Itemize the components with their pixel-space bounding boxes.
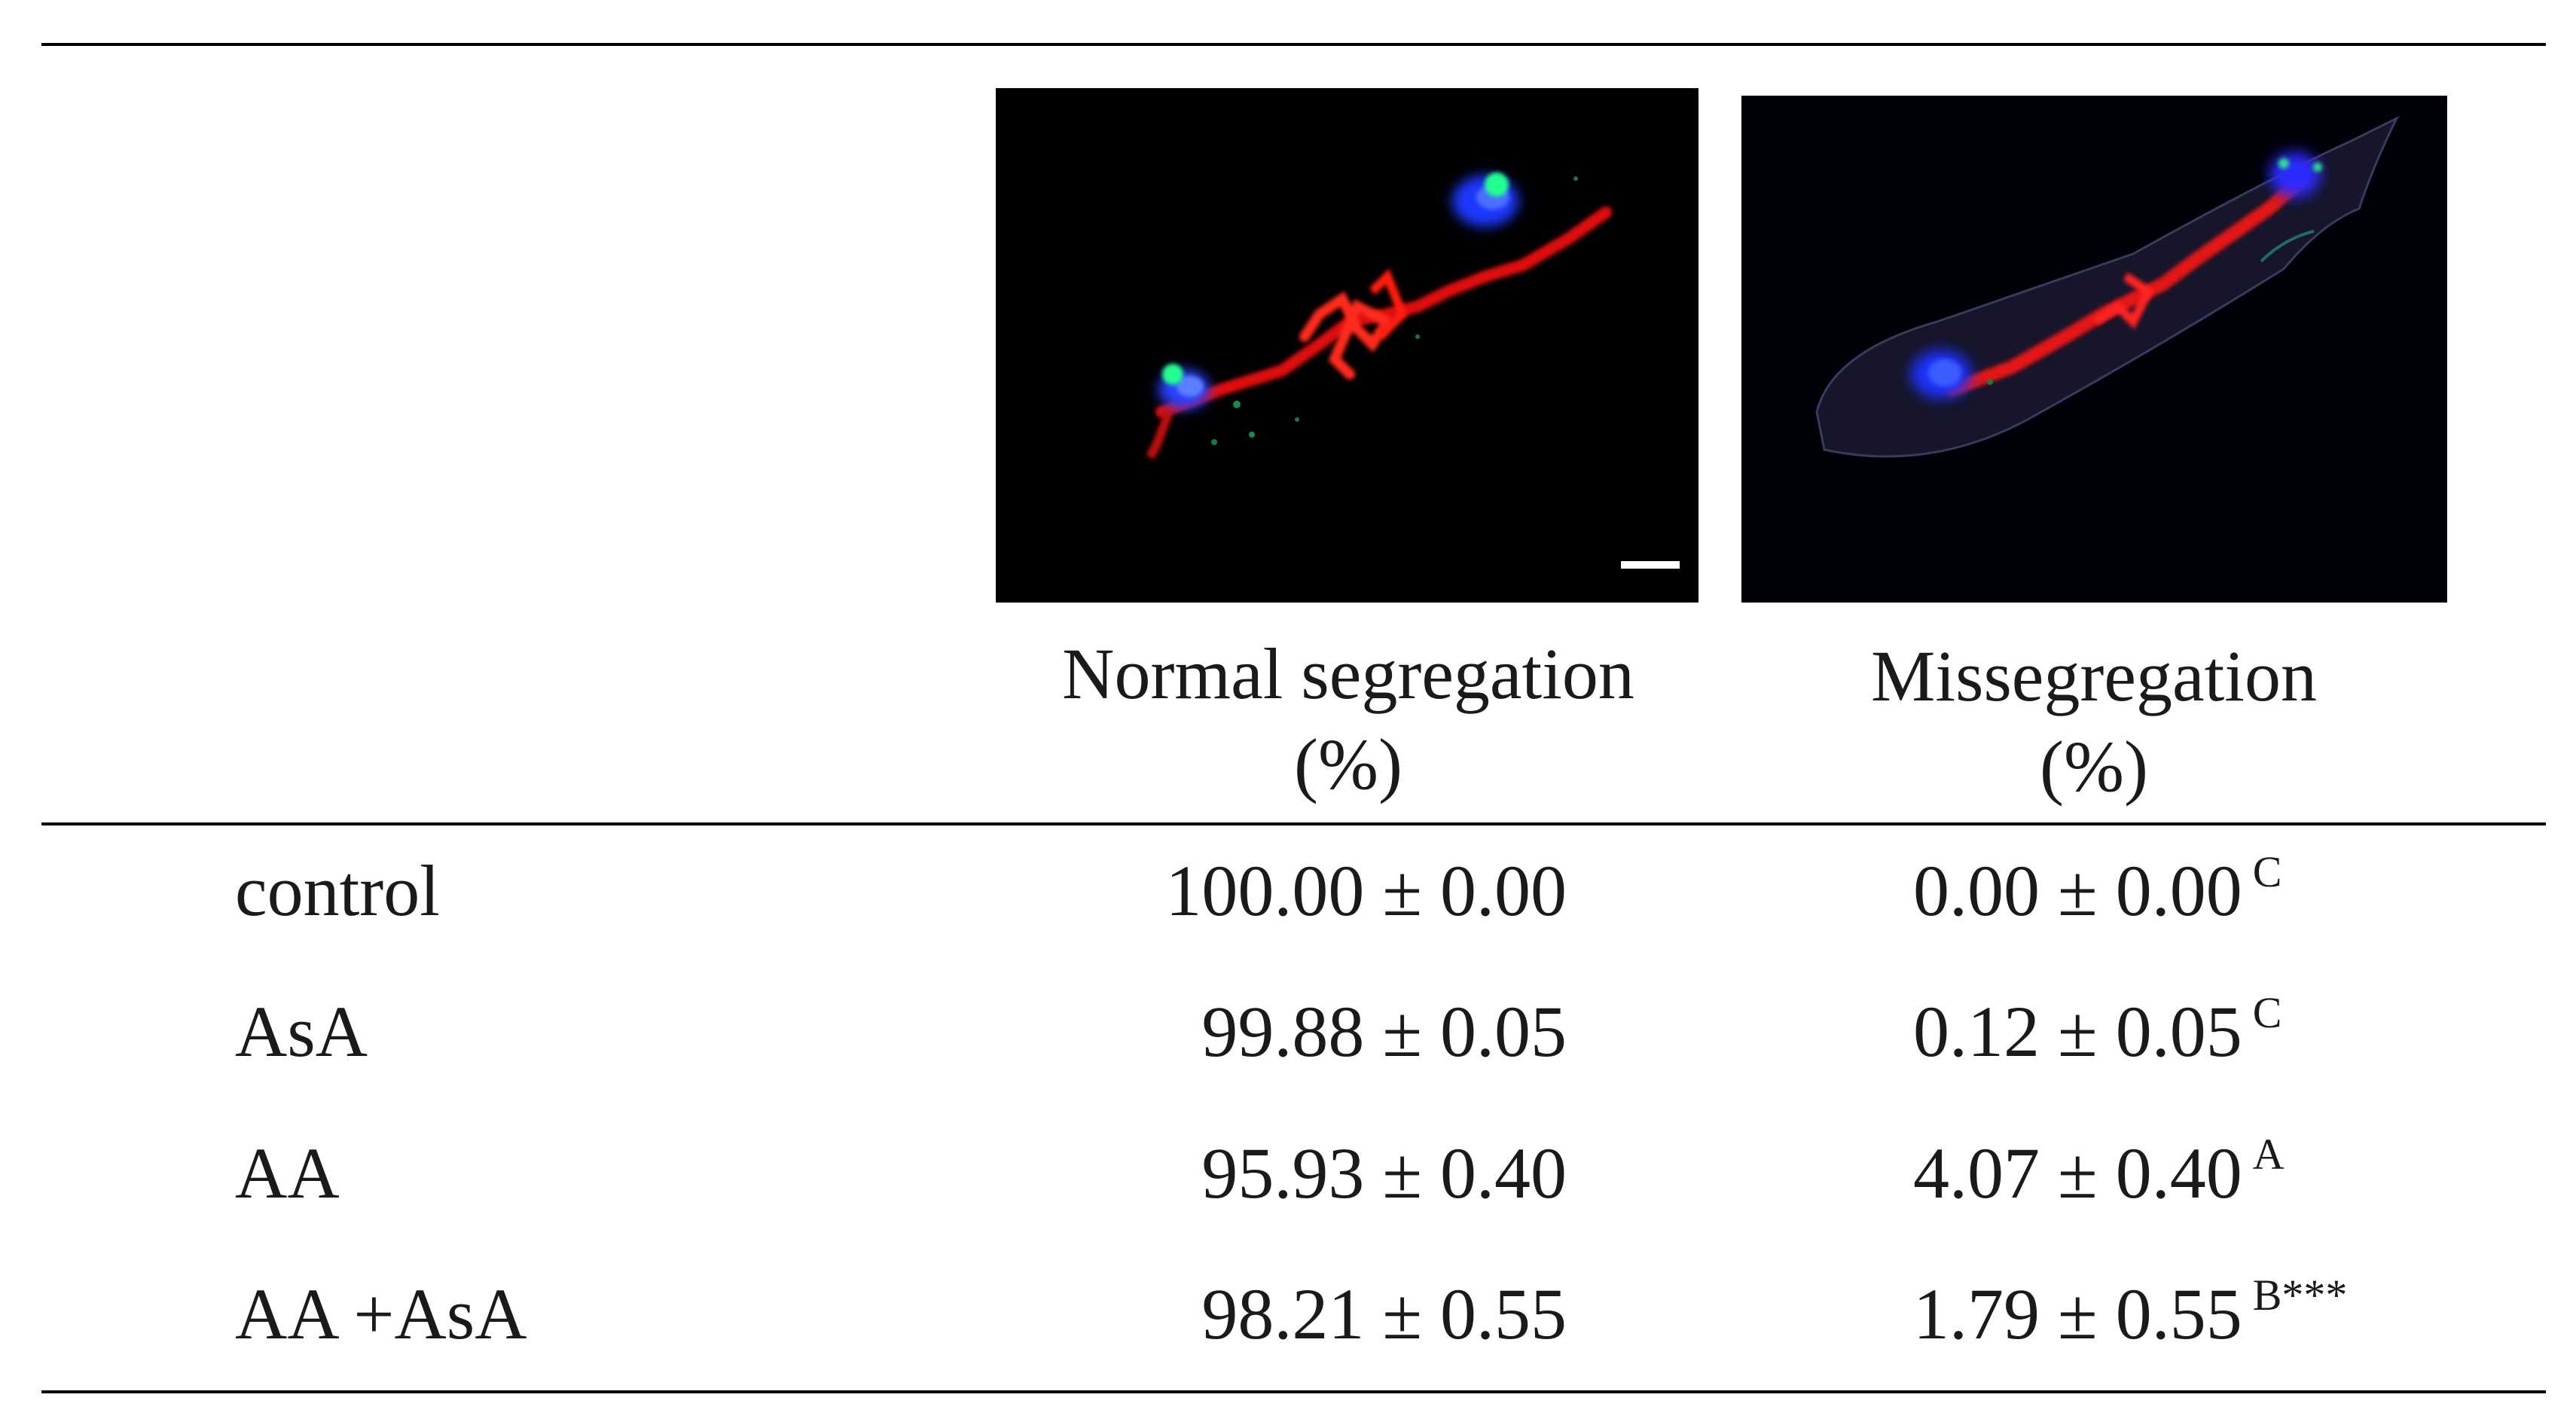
table-header-rule (41, 822, 2546, 825)
column-header-mis-unit: (%) (2040, 726, 2148, 807)
cell-mis-control-value: 0.00 ± 0.00 (1913, 850, 2242, 931)
row-label-aa-asa: AA +AsA (235, 1274, 527, 1354)
cell-mis-asa-letter: C (2252, 988, 2282, 1037)
cell-mis-control-letter: C (2252, 847, 2282, 896)
missegregation-image (1741, 96, 2447, 603)
column-header-normal-title: Normal segregation (1062, 633, 1634, 714)
column-header-missegregation: Missegregation (%) (1725, 631, 2463, 812)
column-header-normal-segregation: Normal segregation (%) (979, 629, 1717, 810)
table-top-rule (41, 43, 2546, 46)
column-header-mis-title: Missegregation (1871, 636, 2317, 716)
row-label-control: control (235, 850, 440, 931)
cell-mis-aa-asa: 1.79 ± 0.55 B*** (1913, 1271, 2347, 1362)
cell-mis-asa-value: 0.12 ± 0.05 (1913, 991, 2242, 1072)
cell-mis-aa-value: 4.07 ± 0.40 (1913, 1133, 2242, 1213)
cell-mis-asa: 0.12 ± 0.05 C (1913, 988, 2281, 1079)
normal-segregation-micrograph (996, 88, 1699, 603)
cell-normal-control: 100.00 ± 0.00 (1165, 850, 1567, 931)
cell-normal-asa: 99.88 ± 0.05 (1201, 991, 1567, 1072)
scale-bar (1621, 561, 1680, 569)
missegregation-micrograph (1741, 96, 2447, 603)
normal-segregation-image (996, 88, 1699, 603)
cell-mis-control: 0.00 ± 0.00 C (1913, 847, 2281, 938)
cell-mis-aa-asa-value: 1.79 ± 0.55 (1913, 1274, 2242, 1354)
cell-mis-aa-letter: A (2252, 1130, 2285, 1179)
row-label-aa: AA (235, 1133, 340, 1213)
cell-normal-aa: 95.93 ± 0.40 (1201, 1133, 1567, 1213)
cell-normal-aa-asa: 98.21 ± 0.55 (1201, 1274, 1567, 1354)
cell-mis-aa: 4.07 ± 0.40 A (1913, 1130, 2285, 1221)
cell-mis-aa-asa-letter: B*** (2252, 1271, 2348, 1320)
row-label-asa: AsA (235, 991, 368, 1072)
column-header-normal-unit: (%) (1294, 724, 1402, 804)
table-bottom-rule (41, 1390, 2546, 1393)
